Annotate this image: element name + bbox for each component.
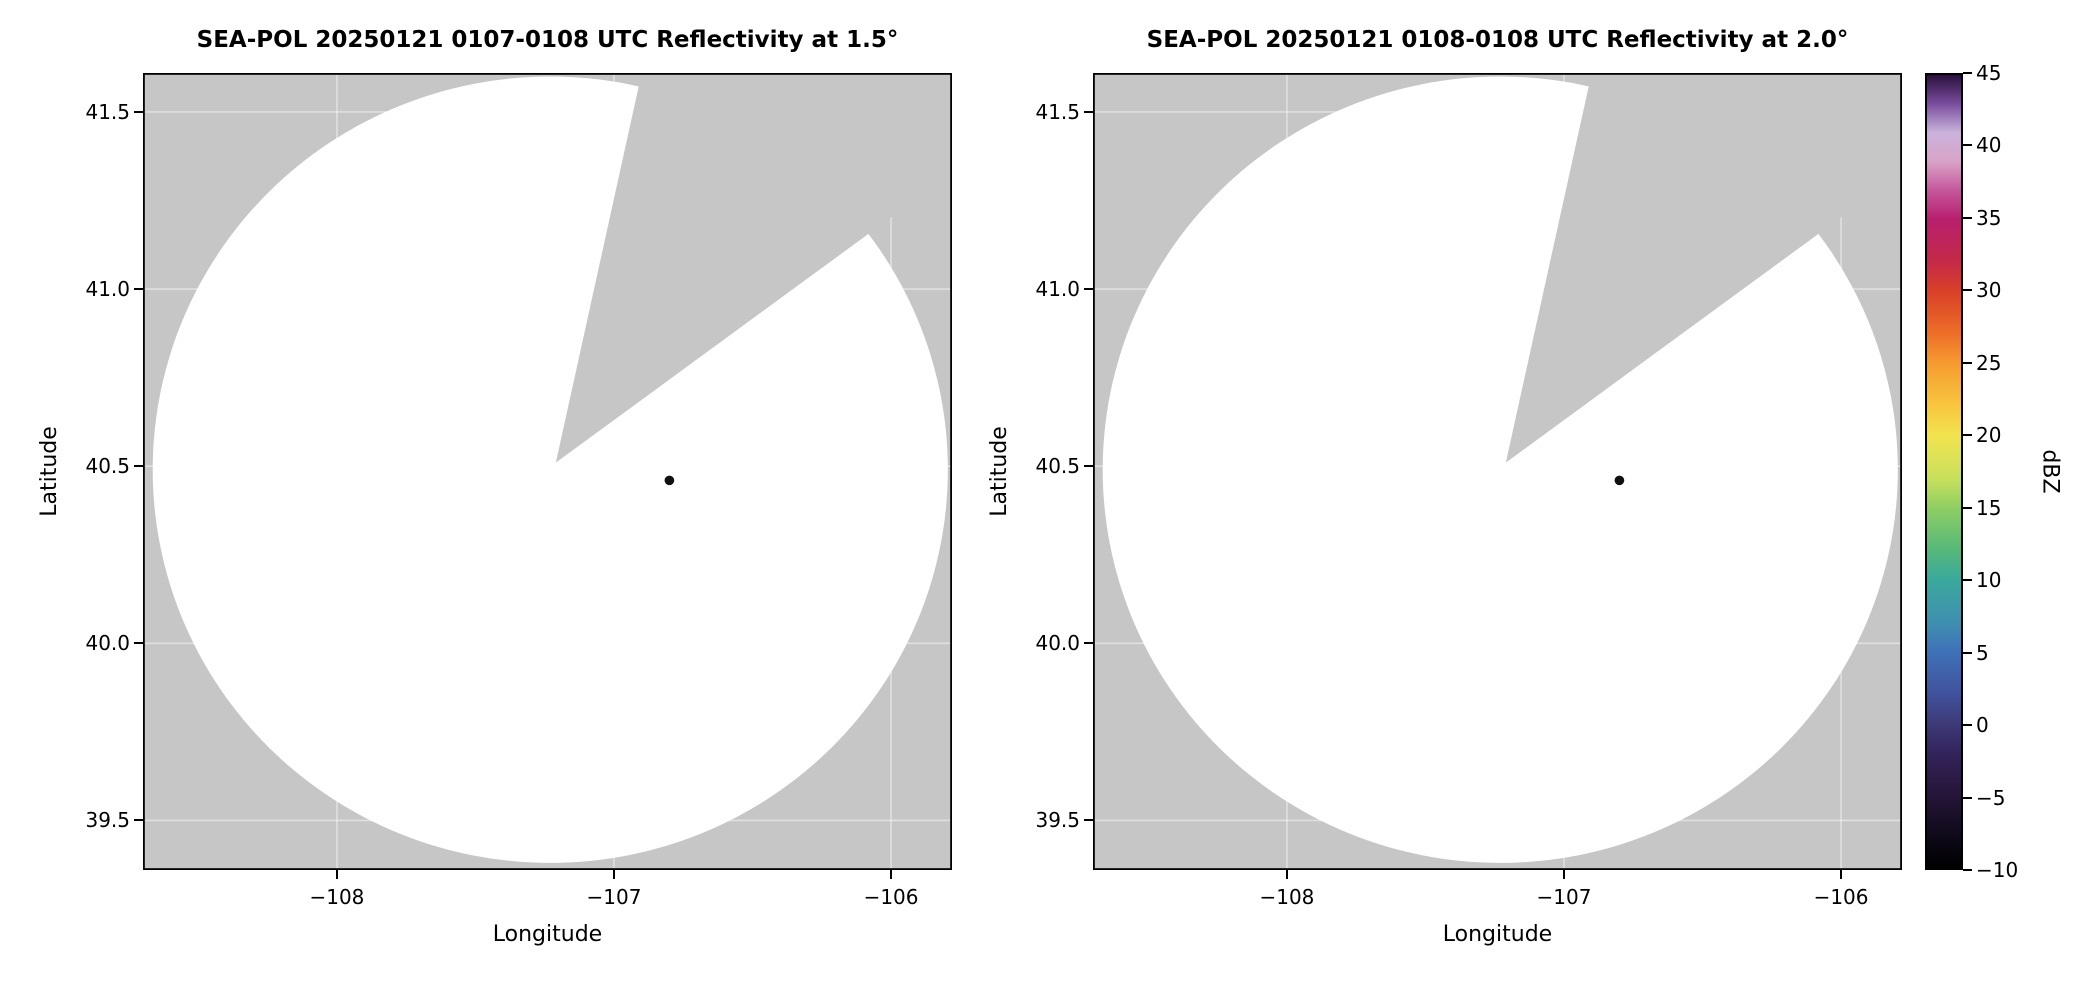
plot-panel-right: SEA-POL 20250121 0108-0108 UTC Reflectiv…	[987, 27, 1902, 947]
y-tick-label: 40.5	[85, 454, 130, 479]
y-tick-mark	[134, 288, 143, 291]
x-tick-label: −108	[1259, 885, 1315, 909]
colorbar-label: dBZ	[2037, 449, 2063, 494]
colorbar-tick-label: 10	[1976, 568, 2002, 593]
colorbar-label-wrap: dBZ	[2033, 73, 2067, 870]
reflectivity-echo-point	[1614, 475, 1625, 486]
y-tick-mark	[134, 642, 143, 645]
y-tick-mark	[134, 465, 143, 468]
y-axis-label: Latitude	[36, 426, 62, 517]
x-tick-mark	[1285, 870, 1288, 879]
y-tick-label: 41.0	[1035, 277, 1080, 302]
colorbar-tick-label: 35	[1976, 205, 2002, 230]
colorbar	[1925, 73, 1963, 870]
missing-sector-wedge	[1505, 73, 1902, 463]
x-tick-mark	[612, 870, 615, 879]
colorbar-tick-mark	[1963, 869, 1972, 871]
colorbar-tick-label: 0	[1976, 713, 1989, 738]
y-tick-label: 39.5	[85, 808, 130, 833]
radar-ppi-canvas-right	[1093, 73, 1902, 870]
y-tick-mark	[1084, 465, 1093, 468]
colorbar-tick-mark	[1963, 144, 1972, 147]
colorbar-tick-label: 5	[1976, 640, 1989, 665]
y-tick-label: 41.0	[85, 277, 130, 302]
x-tick-mark	[1562, 870, 1565, 879]
axes-border	[1093, 73, 1902, 870]
y-tick-mark	[1084, 642, 1093, 645]
x-tick-mark	[335, 870, 338, 879]
y-tick-mark	[1084, 110, 1093, 113]
x-tick-label: −106	[863, 885, 919, 909]
plot-panel-left: SEA-POL 20250121 0107-0108 UTC Reflectiv…	[37, 27, 952, 947]
y-tick-mark	[1084, 819, 1093, 822]
x-tick-mark	[890, 870, 893, 879]
colorbar-tick-label: 20	[1976, 423, 2002, 448]
y-tick-label: 39.5	[1035, 808, 1080, 833]
colorbar-tick-mark	[1963, 361, 1972, 364]
colorbar-tick-label: 30	[1976, 278, 2002, 303]
y-tick-label: 41.5	[85, 99, 130, 124]
radar-ppi-canvas-left	[143, 73, 952, 870]
colorbar-tick-mark	[1963, 216, 1972, 219]
x-tick-label: −107	[1536, 885, 1592, 909]
colorbar-tick-mark	[1963, 506, 1972, 509]
y-axis-label: Latitude	[986, 426, 1012, 517]
y-tick-label: 40.0	[85, 631, 130, 656]
y-axis-label-wrap: Latitude	[29, 73, 69, 870]
plot-title-right: SEA-POL 20250121 0108-0108 UTC Reflectiv…	[1146, 27, 1849, 53]
colorbar-tick-label: −5	[1976, 785, 2006, 810]
x-axis-label: Longitude	[1442, 922, 1553, 947]
colorbar-tick-mark	[1963, 434, 1972, 437]
colorbar-wrap: dBZ 45 40 35 30 25 20 15 10 5 0 −5 −10	[1925, 61, 2063, 882]
y-tick-mark	[1084, 288, 1093, 291]
colorbar-tick-label: 25	[1976, 350, 2002, 375]
x-tick-label: −107	[586, 885, 642, 909]
colorbar-tick-mark	[1963, 579, 1972, 582]
reflectivity-echo-point	[664, 475, 675, 486]
x-tick-label: −106	[1813, 885, 1869, 909]
colorbar-tick-mark	[1963, 651, 1972, 654]
y-tick-label: 40.0	[1035, 631, 1080, 656]
axes-border	[143, 73, 952, 870]
x-tick-mark	[1840, 870, 1843, 879]
y-tick-mark	[134, 110, 143, 113]
plot-title-left: SEA-POL 20250121 0107-0108 UTC Reflectiv…	[196, 27, 899, 53]
y-axis-label-wrap: Latitude	[979, 73, 1019, 870]
missing-sector-wedge	[555, 73, 952, 463]
colorbar-tick-label: 15	[1976, 495, 2002, 520]
y-tick-label: 40.5	[1035, 454, 1080, 479]
colorbar-tick-mark	[1963, 724, 1972, 727]
colorbar-tick-mark	[1963, 72, 1972, 74]
colorbar-tick-label: 40	[1976, 133, 2002, 158]
y-tick-mark	[134, 819, 143, 822]
colorbar-tick-mark	[1963, 289, 1972, 292]
x-tick-label: −108	[309, 885, 365, 909]
y-tick-label: 41.5	[1035, 99, 1080, 124]
colorbar-tick-label: −10	[1976, 858, 2019, 882]
colorbar-tick-label: 45	[1976, 61, 2002, 85]
colorbar-tick-mark	[1963, 796, 1972, 799]
x-axis-label: Longitude	[492, 922, 603, 947]
